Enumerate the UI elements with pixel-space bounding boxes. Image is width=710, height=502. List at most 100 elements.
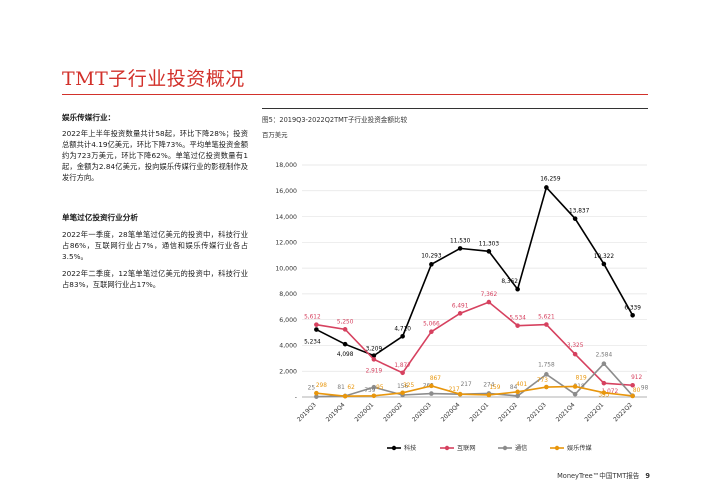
x-tick-label: 2021Q1 bbox=[469, 401, 491, 423]
series-line-娱乐传媒 bbox=[316, 384, 633, 398]
data-label-娱乐传媒: 298 bbox=[316, 383, 327, 389]
data-label-娱乐传媒: 62 bbox=[347, 385, 355, 391]
data-label-互联网: 5,534 bbox=[509, 316, 526, 322]
legend-label-科技: 科技 bbox=[404, 444, 416, 452]
x-tick-label: 2020Q2 bbox=[382, 401, 404, 423]
data-label-科技: 3,209 bbox=[366, 347, 383, 353]
x-tick-label: 2022Q1 bbox=[584, 401, 606, 423]
data-label-科技: 6,339 bbox=[624, 305, 641, 311]
data-label-互联网: 5,066 bbox=[423, 322, 440, 328]
data-point-通信 bbox=[515, 393, 520, 399]
y-tick-label: - bbox=[295, 394, 297, 401]
data-point-科技 bbox=[314, 327, 319, 332]
data-label-互联网: 7,362 bbox=[481, 292, 498, 298]
y-tick-label: 2,000 bbox=[279, 368, 297, 375]
data-point-通信 bbox=[371, 384, 377, 390]
data-label-互联网: 3,325 bbox=[567, 343, 584, 349]
chart-divider bbox=[262, 108, 648, 109]
legend-label-通信: 通信 bbox=[515, 444, 527, 452]
data-point-科技 bbox=[429, 262, 434, 267]
data-label-互联网: 2,919 bbox=[366, 368, 383, 374]
legend-marker-互联网 bbox=[444, 445, 450, 451]
paragraph-entertainment: 2022年上半年投资数量共计58起，环比下降28%；投资总额共计4.19亿美元，… bbox=[62, 129, 248, 182]
data-label-互联网: 5,250 bbox=[337, 319, 354, 325]
y-tick-label: 4,000 bbox=[279, 343, 297, 350]
data-label-科技: 11,530 bbox=[450, 238, 471, 244]
data-point-娱乐传媒 bbox=[544, 384, 549, 390]
data-label-互联网: 912 bbox=[631, 375, 642, 381]
data-point-科技 bbox=[601, 261, 607, 267]
section-heading-entertainment: 娱乐传媒行业： bbox=[62, 113, 116, 122]
data-point-科技 bbox=[342, 341, 348, 347]
data-label-通信: 84 bbox=[510, 385, 518, 391]
x-tick-label: 2021Q2 bbox=[497, 401, 519, 423]
data-label-通信: 759 bbox=[364, 388, 375, 394]
section-heading-large-deals: 单笔过亿投资行业分析 bbox=[62, 213, 138, 222]
data-label-娱乐传媒: 325 bbox=[403, 383, 414, 389]
data-label-通信: 274 bbox=[483, 382, 494, 388]
data-point-科技 bbox=[486, 249, 492, 254]
data-label-互联网: 5,612 bbox=[304, 315, 321, 321]
x-tick-label: 2022Q2 bbox=[612, 401, 634, 423]
data-label-通信: 98 bbox=[641, 386, 649, 392]
data-point-互联网 bbox=[572, 351, 578, 357]
data-label-通信: 1,758 bbox=[538, 362, 555, 368]
y-tick-label: 14,000 bbox=[275, 214, 297, 221]
y-tick-label: 18,000 bbox=[275, 162, 297, 169]
data-label-互联网: 1,072 bbox=[602, 389, 619, 395]
y-tick-label: 8,000 bbox=[279, 291, 297, 298]
page-title: TMT子行业投资概况 bbox=[62, 68, 245, 90]
data-point-娱乐传媒 bbox=[371, 393, 377, 399]
chart-caption: 图5：2019Q3-2022Q2TMT子行业投资金额比较 bbox=[262, 116, 408, 124]
y-tick-label: 16,000 bbox=[275, 188, 297, 195]
data-label-娱乐传媒: 159 bbox=[489, 385, 500, 391]
legend-label-娱乐传媒: 娱乐传媒 bbox=[567, 444, 593, 452]
x-tick-label: 2020Q4 bbox=[440, 401, 462, 423]
legend-marker-通信 bbox=[502, 445, 508, 451]
data-point-娱乐传媒 bbox=[515, 389, 520, 395]
data-label-互联网: 5,621 bbox=[538, 315, 555, 321]
data-point-科技 bbox=[371, 353, 377, 358]
data-label-娱乐传媒: 80 bbox=[633, 388, 641, 394]
series-line-互联网 bbox=[316, 301, 633, 387]
data-point-科技 bbox=[457, 246, 463, 251]
data-label-科技: 10,322 bbox=[594, 254, 615, 260]
data-point-互联网 bbox=[630, 382, 635, 388]
legend-marker-娱乐传媒 bbox=[554, 445, 560, 451]
y-tick-label: 12,000 bbox=[275, 240, 297, 247]
data-point-互联网 bbox=[457, 311, 463, 316]
data-point-互联网 bbox=[486, 299, 492, 305]
data-label-科技: 16,259 bbox=[540, 176, 561, 182]
data-point-科技 bbox=[544, 185, 549, 190]
data-point-娱乐传媒 bbox=[429, 383, 434, 389]
data-point-通信 bbox=[572, 391, 578, 397]
data-label-娱乐传媒: 217 bbox=[449, 387, 460, 393]
data-point-娱乐传媒 bbox=[400, 390, 405, 396]
data-label-娱乐传媒: 401 bbox=[516, 382, 527, 388]
data-point-娱乐传媒 bbox=[572, 384, 578, 389]
data-label-科技: 4,098 bbox=[337, 352, 354, 358]
paragraph-q2-large-deals: 2022年二季度，12笔单笔过亿美元的投资中，科技行业占83%，互联网行业占17… bbox=[62, 269, 248, 289]
data-point-娱乐传媒 bbox=[601, 390, 607, 395]
data-label-通信: 2,584 bbox=[596, 353, 613, 359]
data-point-娱乐传媒 bbox=[314, 390, 319, 396]
y-tick-label: 10,000 bbox=[275, 265, 297, 272]
data-label-通信: 81 bbox=[337, 385, 345, 391]
data-point-科技 bbox=[515, 286, 520, 292]
data-point-互联网 bbox=[515, 323, 520, 328]
line-chart: - 2,000 4,000 6,000 8,000 10,000 12,000 14,000 1… bbox=[275, 162, 649, 452]
data-point-通信 bbox=[429, 391, 434, 396]
x-tick-label: 2021Q4 bbox=[555, 401, 577, 423]
x-tick-label: 2019Q3 bbox=[296, 401, 318, 423]
data-point-科技 bbox=[630, 312, 635, 318]
legend-label-互联网: 互联网 bbox=[457, 444, 476, 452]
paragraph-q1-large-deals: 2022年一季度，28笔单笔过亿美元的投资中，科技行业占86%，互联网行业占7%… bbox=[62, 230, 248, 261]
title-divider bbox=[62, 94, 648, 95]
x-tick-label: 2019Q4 bbox=[325, 401, 347, 423]
data-point-通信 bbox=[314, 394, 319, 399]
data-point-娱乐传媒 bbox=[630, 393, 635, 399]
data-point-娱乐传媒 bbox=[457, 391, 463, 397]
data-point-通信 bbox=[544, 372, 549, 377]
y-axis-unit-label: 百万美元 bbox=[262, 131, 288, 139]
left-text-column: 娱乐传媒行业： bbox=[62, 112, 248, 123]
